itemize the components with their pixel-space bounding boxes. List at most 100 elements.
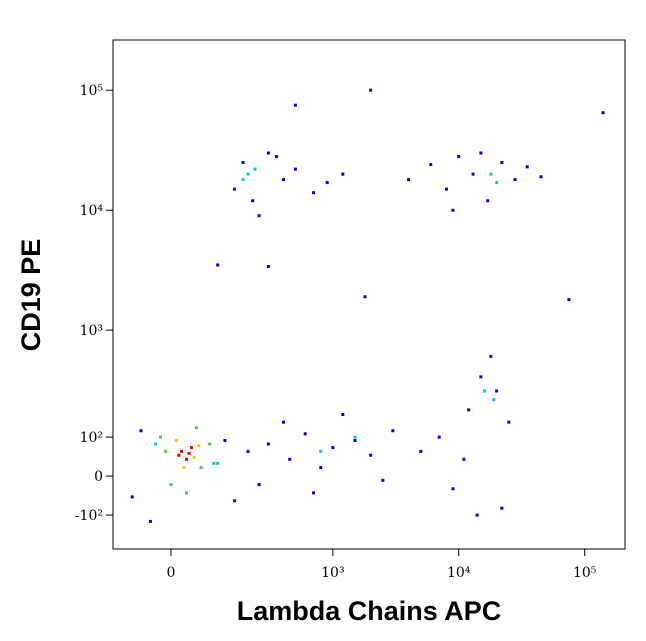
point bbox=[185, 491, 189, 495]
point bbox=[525, 165, 529, 169]
point bbox=[369, 88, 373, 92]
point bbox=[246, 449, 250, 453]
point bbox=[303, 432, 307, 436]
point bbox=[479, 151, 483, 155]
point bbox=[451, 487, 455, 491]
point bbox=[369, 453, 373, 457]
point bbox=[489, 354, 493, 358]
point bbox=[169, 483, 173, 487]
point bbox=[281, 178, 285, 182]
point bbox=[482, 389, 486, 393]
point bbox=[179, 449, 183, 453]
point bbox=[253, 167, 257, 171]
point bbox=[567, 298, 571, 302]
point bbox=[407, 178, 411, 182]
point bbox=[185, 457, 189, 461]
x-tick-label: 10³ bbox=[321, 565, 344, 581]
point bbox=[182, 466, 186, 470]
point bbox=[312, 491, 316, 495]
point bbox=[212, 461, 216, 465]
point bbox=[139, 429, 143, 433]
point bbox=[513, 178, 517, 182]
point bbox=[266, 151, 270, 155]
point bbox=[257, 483, 261, 487]
point bbox=[257, 214, 261, 218]
point bbox=[325, 181, 329, 185]
point bbox=[241, 160, 245, 164]
point bbox=[190, 446, 194, 450]
point bbox=[341, 172, 345, 176]
x-tick-label: 10⁵ bbox=[573, 565, 597, 581]
point bbox=[312, 191, 316, 195]
point bbox=[159, 435, 163, 439]
point bbox=[164, 449, 168, 453]
point bbox=[495, 389, 499, 393]
point bbox=[233, 499, 237, 503]
point bbox=[471, 172, 475, 176]
point bbox=[197, 444, 201, 448]
point bbox=[451, 208, 455, 212]
point bbox=[216, 461, 220, 465]
point bbox=[266, 264, 270, 268]
x-tick-label: 10⁴ bbox=[447, 565, 471, 581]
point bbox=[507, 420, 511, 424]
point bbox=[293, 103, 297, 107]
point bbox=[274, 155, 278, 159]
point bbox=[381, 478, 385, 482]
point bbox=[353, 438, 357, 442]
point bbox=[199, 466, 203, 470]
point bbox=[241, 178, 245, 182]
point bbox=[500, 506, 504, 510]
point bbox=[419, 449, 423, 453]
y-tick-label: -10² bbox=[75, 508, 103, 524]
point bbox=[462, 457, 466, 461]
plot-frame bbox=[112, 39, 626, 550]
point bbox=[391, 429, 395, 433]
point bbox=[194, 426, 198, 430]
point bbox=[281, 420, 285, 424]
point bbox=[475, 513, 479, 517]
point bbox=[246, 172, 250, 176]
y-tick-label: 0 bbox=[94, 469, 103, 485]
point bbox=[457, 155, 461, 159]
point bbox=[288, 457, 292, 461]
point bbox=[363, 295, 367, 299]
point bbox=[148, 519, 152, 523]
point bbox=[429, 163, 433, 167]
point bbox=[467, 408, 471, 412]
point bbox=[319, 449, 323, 453]
y-axis-label: CD19 PE bbox=[16, 239, 46, 352]
point bbox=[486, 199, 490, 203]
point bbox=[444, 187, 448, 191]
y-tick-label: 10³ bbox=[80, 323, 103, 339]
point bbox=[500, 160, 504, 164]
point bbox=[331, 446, 335, 450]
x-tick-label: 0 bbox=[167, 565, 176, 581]
point bbox=[353, 435, 357, 439]
point bbox=[233, 187, 237, 191]
point bbox=[489, 172, 493, 176]
point bbox=[177, 453, 181, 457]
point bbox=[174, 438, 178, 442]
point bbox=[187, 451, 191, 455]
point bbox=[192, 455, 196, 459]
point bbox=[492, 398, 496, 402]
point bbox=[601, 111, 605, 115]
y-tick-label: 10² bbox=[80, 430, 103, 446]
point bbox=[130, 495, 134, 499]
point bbox=[539, 175, 543, 179]
point bbox=[293, 167, 297, 171]
y-tick-label: 10⁴ bbox=[80, 203, 104, 219]
point bbox=[495, 181, 499, 185]
point bbox=[223, 438, 227, 442]
point bbox=[437, 435, 441, 439]
point bbox=[341, 413, 345, 417]
point bbox=[479, 375, 483, 379]
point bbox=[216, 263, 220, 267]
point bbox=[208, 442, 212, 446]
point bbox=[153, 442, 157, 446]
y-tick-label: 10⁵ bbox=[80, 83, 104, 99]
x-axis-label: Lambda Chains APC bbox=[237, 596, 502, 626]
point bbox=[266, 442, 270, 446]
